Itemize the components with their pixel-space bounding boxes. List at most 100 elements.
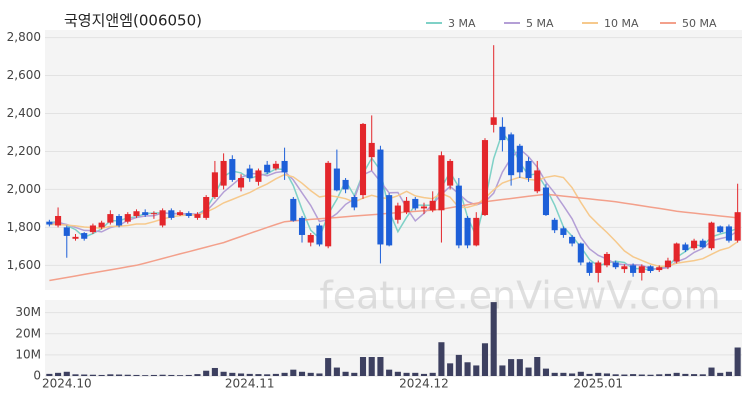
candle-body [98, 222, 105, 228]
volume-bar [412, 372, 419, 376]
candle-body [638, 266, 645, 273]
y-tick-label: 2,200 [7, 144, 41, 158]
volume-bar [577, 371, 584, 376]
volume-bar [89, 374, 96, 376]
volume-bar [516, 359, 523, 376]
volume-bar [525, 367, 532, 376]
x-tick-label: 2024.10 [42, 377, 92, 391]
volume-bar [255, 374, 262, 376]
volume-bar [185, 374, 192, 376]
candle-body [595, 262, 602, 273]
volume-bar [420, 373, 428, 376]
candle-body [603, 253, 611, 266]
volume-bar [333, 367, 340, 376]
volume-bar [203, 370, 210, 376]
y-tick-label: 2,800 [7, 30, 41, 44]
candle-body [176, 212, 184, 216]
volume-bar [150, 374, 157, 376]
candle-body [569, 236, 576, 244]
candle-body [612, 262, 619, 268]
candle-body [359, 123, 367, 196]
volume-bar [438, 342, 445, 376]
volume-bar [246, 373, 253, 376]
volume-bar [359, 357, 367, 376]
candle-body [63, 227, 70, 236]
volume-bar [725, 371, 732, 376]
volume-bar [481, 343, 489, 376]
ma-line [49, 193, 738, 282]
volume-bar [211, 367, 218, 376]
chart-title: 국영지앤엠(006050) [64, 12, 202, 30]
candle-body [325, 162, 332, 247]
candle-body [386, 195, 393, 246]
volume-bar [394, 371, 401, 376]
volume-bar [264, 374, 271, 376]
volume-bar [316, 373, 323, 376]
candle-body [133, 211, 140, 216]
volume-bar [46, 373, 53, 376]
candle-body [534, 170, 541, 192]
candle-body [412, 198, 419, 209]
candle-body [89, 225, 96, 233]
volume-bar [307, 372, 314, 376]
candle-body [499, 126, 506, 141]
candle-body [394, 205, 401, 220]
candle-body [351, 197, 358, 208]
volume-bar [142, 375, 149, 376]
volume-bar [447, 363, 454, 376]
volume-bar [386, 369, 393, 376]
candle-body [403, 200, 410, 213]
y-tick-label: 1,800 [7, 220, 41, 234]
volume-bar [98, 374, 105, 376]
volume-bar [325, 358, 332, 376]
volume-bar [368, 357, 375, 376]
candle-body [142, 212, 149, 216]
candle-body [55, 215, 62, 226]
y-tick-label: 2,400 [7, 106, 41, 120]
candle-body [664, 260, 671, 268]
candle-body [116, 215, 123, 226]
candle-body [682, 244, 689, 251]
candle-body [630, 265, 637, 273]
candle-body [307, 234, 314, 243]
candle-body [255, 170, 262, 182]
candle-body [211, 172, 218, 198]
volume-bar [490, 302, 497, 376]
y-tick-label: 2,600 [7, 68, 41, 82]
volume-bar [281, 372, 288, 376]
candle-body [464, 217, 471, 246]
volume-bar [560, 372, 567, 376]
volume-bar [159, 374, 166, 376]
candle-body [455, 185, 462, 246]
volume-bar [455, 354, 462, 376]
candle-body [551, 219, 558, 231]
volume-bar [603, 373, 611, 376]
volume-bar [673, 372, 680, 376]
y-tick-label: 10M [15, 347, 41, 361]
x-tick-label: 2025.01 [573, 377, 623, 391]
y-tick-label: 1,600 [7, 258, 41, 272]
volume-bar [133, 374, 140, 376]
candle-body [717, 226, 724, 233]
volume-bar [734, 347, 741, 376]
candle-body [734, 212, 741, 241]
volume-bar [708, 367, 715, 376]
candle-body [438, 155, 445, 211]
volume-bar [464, 362, 471, 376]
volume-bar [290, 369, 297, 376]
candle-body [220, 160, 227, 186]
volume-bar [351, 372, 358, 376]
candle-body [708, 222, 715, 249]
volume-bar [534, 357, 541, 376]
volume-bar [630, 374, 637, 376]
volume-bar [272, 373, 279, 376]
candle-body [124, 214, 131, 222]
candle-body [368, 142, 375, 158]
y-tick-label: 20M [15, 326, 41, 340]
candle-body [229, 159, 236, 180]
candle-body [298, 217, 306, 235]
candle-body [691, 240, 698, 249]
legend-label: 10 MA [604, 17, 639, 30]
volume-bar [237, 373, 245, 376]
